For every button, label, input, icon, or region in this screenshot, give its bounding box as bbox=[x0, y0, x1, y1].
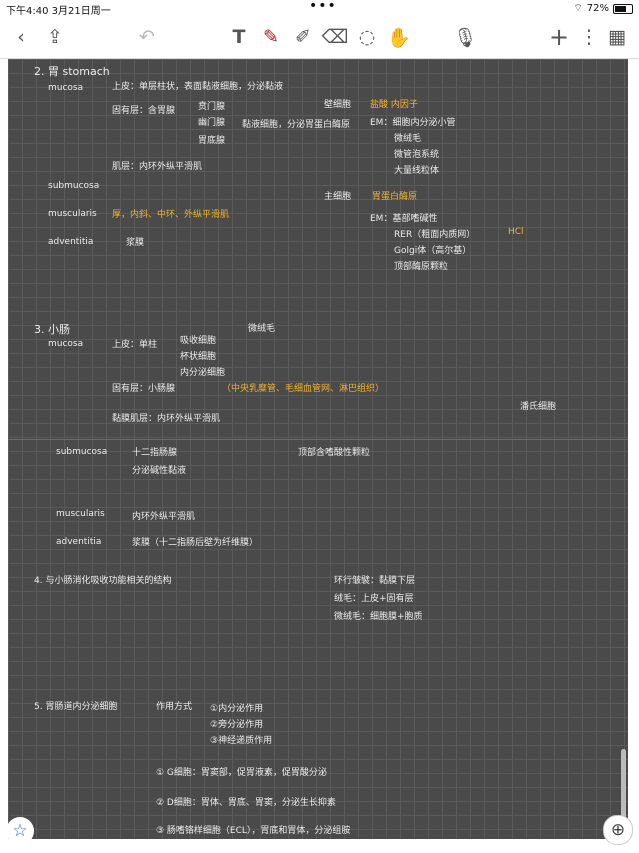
zoom-icon[interactable]: ⊕ bbox=[603, 815, 633, 845]
small-muscularis: muscularis bbox=[56, 509, 105, 519]
gland-1: 贲门腺 bbox=[198, 102, 226, 112]
share-icon[interactable]: ⇪ bbox=[47, 26, 63, 48]
stomach-muscularis: muscularis bbox=[48, 209, 97, 219]
mucosa-muscle: 肌层：内环外纵平滑肌 bbox=[112, 162, 203, 172]
lasso-icon[interactable]: ◌ bbox=[358, 26, 376, 48]
status-time: 下午4:40 3月21日周一 bbox=[6, 6, 111, 17]
undo-icon[interactable]: ↶ bbox=[139, 26, 155, 48]
ecl-cell: ③ 肠嗜铬样细胞（ECL），胃底和胃体，分泌组胺 bbox=[156, 826, 351, 836]
parietal-em: EM：细胞内分泌小管 bbox=[370, 118, 456, 128]
pen-icon[interactable]: ✎ bbox=[263, 26, 279, 48]
highlighter-icon[interactable]: ✐ bbox=[295, 26, 311, 48]
section5-b3: ③神经递质作用 bbox=[210, 736, 273, 746]
small-adventitia: adventitia bbox=[56, 537, 102, 547]
gland-2: 幽门腺 bbox=[198, 118, 226, 128]
chief-em: EM：基部嗜碱性 bbox=[370, 214, 438, 224]
gland-3: 胃底腺 bbox=[198, 136, 226, 146]
status-right: ⌔ 72% bbox=[573, 2, 633, 15]
chief-granule: 顶部酶原颗粒 bbox=[394, 262, 449, 272]
hcl-label: HCl bbox=[508, 227, 524, 237]
small-submucosa: submucosa bbox=[56, 447, 108, 457]
text-tool-icon[interactable]: T bbox=[232, 26, 246, 48]
small-lamina: 固有层：小肠腺 bbox=[112, 384, 176, 394]
small-lamina-note: （中央乳糜管、毛细血管网、淋巴组织） bbox=[222, 384, 385, 394]
page-scrollbar[interactable] bbox=[621, 749, 626, 819]
d-cell: ② D细胞：胃体、胃底、胃窦，分泌生长抑素 bbox=[156, 798, 336, 808]
small-adventitia-desc: 浆膜（十二指肠后壁为纤维膜） bbox=[132, 538, 259, 548]
stomach-submucosa: submucosa bbox=[48, 181, 100, 191]
back-icon[interactable]: ‹ bbox=[17, 26, 25, 48]
section4-c: 微绒毛：细胞膜+胞质 bbox=[334, 612, 423, 622]
chief-func: 胃蛋白酶原 bbox=[372, 192, 418, 202]
small-epi: 上皮：单柱 bbox=[112, 340, 158, 350]
battery-percent: 72% bbox=[586, 3, 609, 14]
stomach-mucosa: mucosa bbox=[48, 83, 84, 93]
parietal-em3: 微管泡系统 bbox=[394, 150, 440, 160]
small-micro: 微绒毛 bbox=[248, 324, 276, 334]
section5-mode: 作用方式 bbox=[156, 702, 193, 712]
small-cell-3: 内分泌细胞 bbox=[180, 368, 226, 378]
parietal-func: 盐酸 内因子 bbox=[370, 100, 418, 110]
g-cell: ① G细胞：胃窦部，促胃液素，促胃酸分泌 bbox=[156, 768, 327, 778]
section5-b2: ②旁分泌作用 bbox=[210, 720, 264, 730]
favorite-star-icon[interactable]: ☆ bbox=[6, 817, 34, 845]
notes-toolbar: ‹ ⇪ ↶ T ✎ ✐ ⌫ ◌ ✋ 🎙 + ⋮ ▦ bbox=[0, 16, 639, 59]
add-icon[interactable]: + bbox=[548, 23, 570, 51]
paneth-cell: 潘氏细胞 bbox=[520, 402, 557, 412]
stomach-title: 2. 胃 stomach bbox=[34, 65, 110, 78]
adventitia-desc: 浆膜 bbox=[126, 238, 145, 248]
small-sub-desc: 十二指肠腺 bbox=[132, 448, 178, 458]
stomach-epi: 上皮：单层柱状，表面黏液细胞，分泌黏液 bbox=[112, 82, 284, 92]
parietal-cell: 壁细胞 bbox=[324, 100, 352, 110]
section-divider bbox=[8, 439, 628, 440]
paneth-desc: 顶部含嗜酸性颗粒 bbox=[298, 448, 371, 458]
small-mucosa: mucosa bbox=[48, 339, 84, 349]
small-cell-1: 吸收细胞 bbox=[180, 336, 217, 346]
chief-cell: 主细胞 bbox=[324, 192, 352, 202]
wifi-icon: ⌔ bbox=[573, 3, 583, 14]
grid-view-icon[interactable]: ▦ bbox=[608, 26, 626, 48]
status-bar: 下午4:40 3月21日周一 ••• ⌔ 72% bbox=[0, 0, 639, 17]
section5-title: 5. 胃肠道内分泌细胞 bbox=[34, 702, 118, 712]
chief-rer: RER（粗面内质网） bbox=[394, 230, 476, 240]
parietal-em4: 大量线粒体 bbox=[394, 166, 440, 176]
small-muscularis-desc: 内环外纵平滑肌 bbox=[132, 512, 196, 522]
small-cell-2: 杯状细胞 bbox=[180, 352, 217, 362]
hand-icon[interactable]: ✋ bbox=[387, 26, 411, 49]
stomach-lamina: 固有层：含胃腺 bbox=[112, 106, 176, 116]
more-icon[interactable]: ⋮ bbox=[579, 26, 599, 48]
section5-b1: ①内分泌作用 bbox=[210, 704, 264, 714]
section4-a: 环行皱襞：黏膜下层 bbox=[334, 576, 416, 586]
small-sub-desc2: 分泌碱性黏液 bbox=[132, 466, 187, 476]
section4-b: 绒毛：上皮+固有层 bbox=[334, 594, 414, 604]
eraser-icon[interactable]: ⌫ bbox=[321, 26, 349, 48]
small-title: 3. 小肠 bbox=[34, 323, 70, 336]
parietal-em2: 微绒毛 bbox=[394, 134, 422, 144]
note-canvas[interactable]: 2. 胃 stomach mucosa 上皮：单层柱状，表面黏液细胞，分泌黏液 … bbox=[8, 59, 628, 839]
multitask-dots[interactable]: ••• bbox=[309, 0, 337, 14]
stomach-adventitia: adventitia bbox=[48, 237, 94, 247]
chief-golgi: Golgi体（高尔基） bbox=[394, 246, 472, 256]
muscularis-desc: 厚，内斜、中环、外纵平滑肌 bbox=[112, 210, 230, 220]
gland-note: 黏液细胞，分泌胃蛋白酶原 bbox=[242, 120, 351, 130]
battery-icon bbox=[613, 3, 633, 14]
section4-title: 4. 与小肠消化吸收功能相关的结构 bbox=[34, 576, 172, 586]
small-musc-mucosa: 黏膜肌层：内环外纵平滑肌 bbox=[112, 414, 221, 424]
microphone-icon[interactable]: 🎙 bbox=[452, 26, 478, 49]
